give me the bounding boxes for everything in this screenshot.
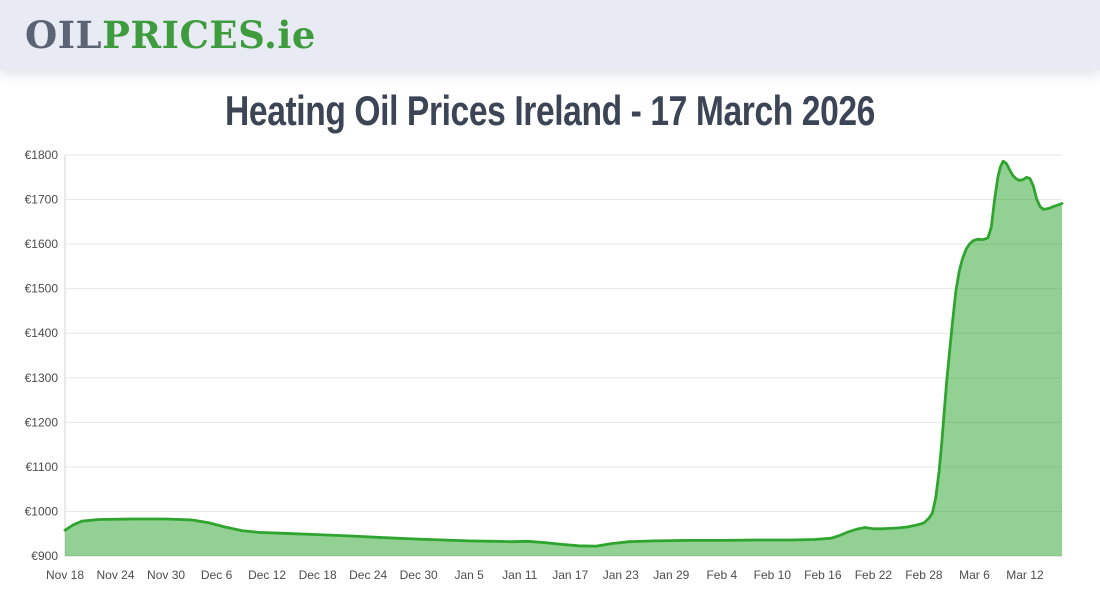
x-tick-label: Feb 10: [754, 568, 792, 582]
x-tick-label: Feb 22: [855, 568, 893, 582]
y-tick-label: €1000: [25, 504, 59, 518]
logo-text-oil: OIL: [25, 13, 103, 57]
y-tick-label: €1200: [25, 415, 59, 429]
x-tick-label: Feb 4: [706, 568, 737, 582]
x-tick-label: Mar 6: [959, 568, 990, 582]
y-tick-label: €1600: [25, 237, 59, 251]
logo-text-prices: PRICES: [102, 13, 264, 57]
x-tick-label: Dec 30: [400, 568, 438, 582]
x-tick-label: Dec 6: [201, 568, 233, 582]
x-tick-label: Jan 29: [653, 568, 689, 582]
y-tick-label: €1700: [25, 193, 59, 207]
site-logo-link[interactable]: OILPRICES.ie: [25, 8, 316, 62]
x-tick-label: Jan 17: [552, 568, 588, 582]
x-tick-label: Nov 30: [147, 568, 185, 582]
y-tick-label: €1400: [25, 326, 59, 340]
page-title: Heating Oil Prices Ireland - 17 March 20…: [225, 87, 875, 134]
price-area-fill: [65, 161, 1062, 556]
y-tick-label: €1300: [25, 371, 59, 385]
y-tick-label: €900: [31, 549, 58, 563]
x-tick-label: Dec 24: [349, 568, 387, 582]
x-tick-label: Dec 12: [248, 568, 286, 582]
x-tick-label: Feb 16: [804, 568, 842, 582]
x-tick-label: Nov 24: [97, 568, 135, 582]
x-tick-label: Jan 23: [603, 568, 639, 582]
x-tick-label: Feb 28: [905, 568, 943, 582]
y-tick-label: €1800: [25, 148, 59, 162]
price-line: [63, 159, 1064, 548]
site-header: OILPRICES.ie: [0, 0, 1100, 70]
x-tick-label: Nov 18: [46, 568, 84, 582]
y-tick-label: €1100: [26, 460, 59, 474]
x-tick-label: Jan 5: [455, 568, 485, 582]
logo-text-ie: .ie: [264, 13, 316, 57]
y-tick-label: €1500: [25, 282, 59, 296]
x-tick-label: Dec 18: [299, 568, 337, 582]
x-tick-label: Mar 12: [1006, 568, 1044, 582]
x-tick-label: Jan 11: [502, 568, 537, 582]
